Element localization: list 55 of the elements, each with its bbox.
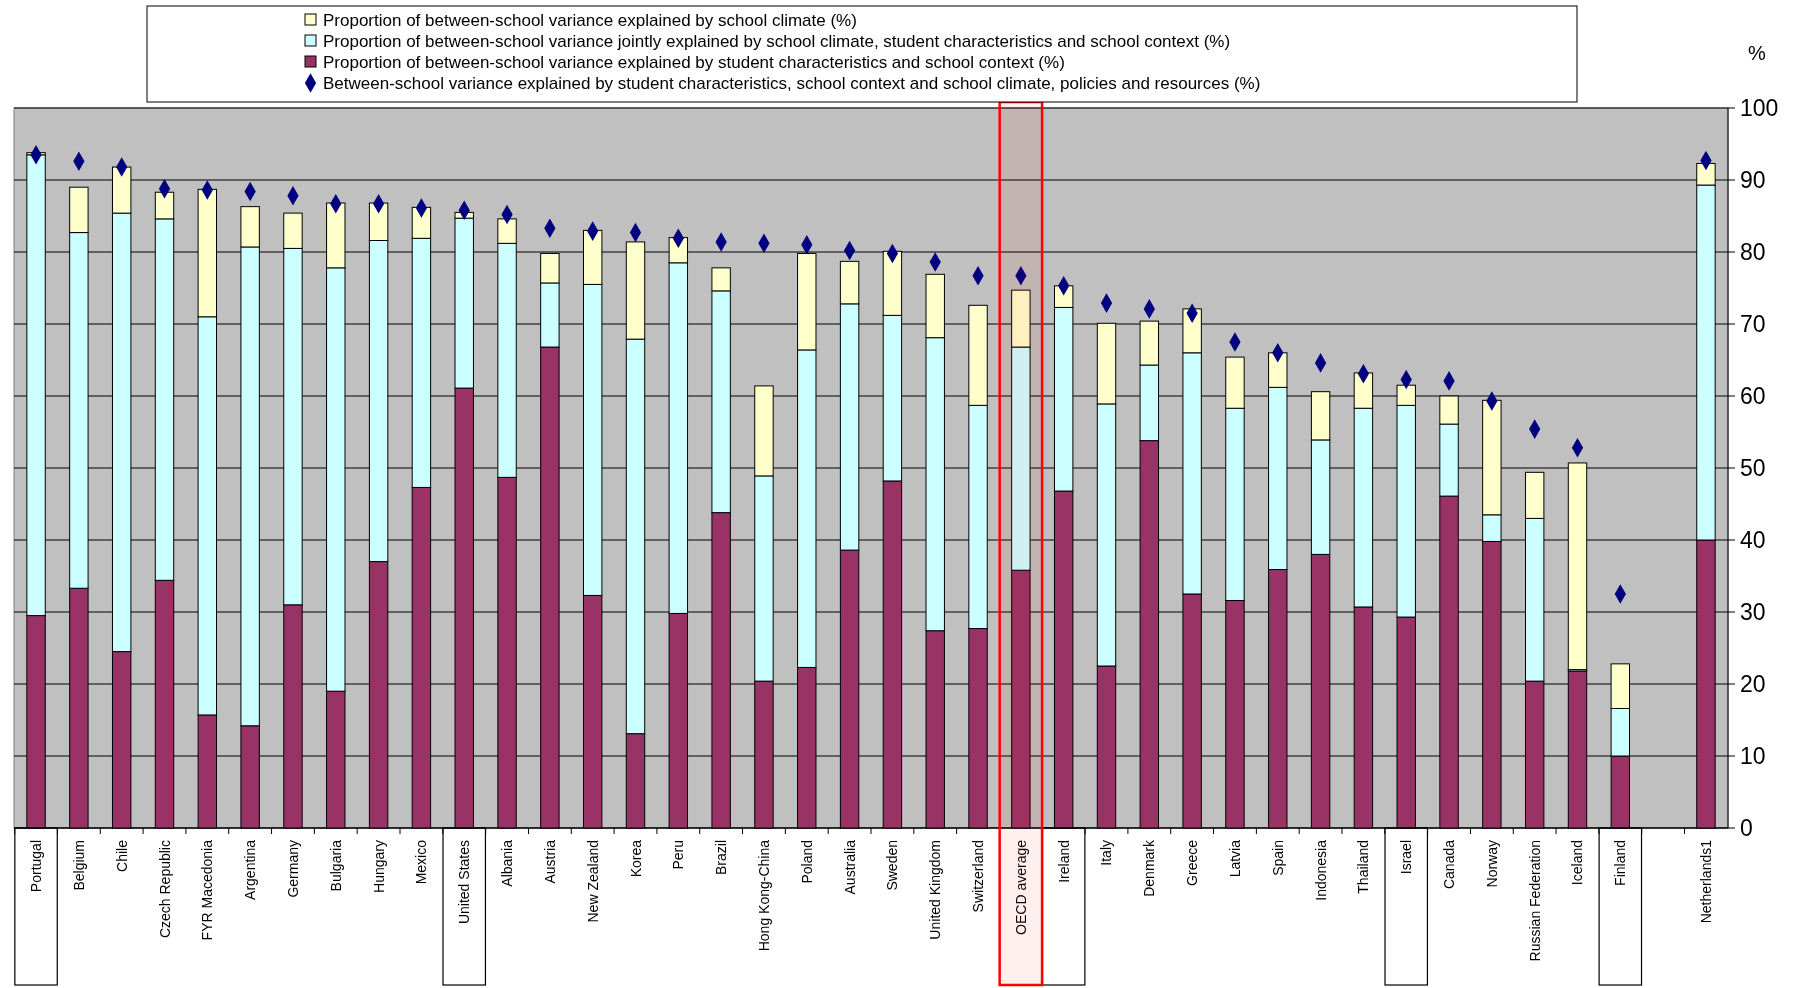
x-tick-label: Sweden [884, 840, 901, 891]
x-tick-label: Netherlands1 [1697, 839, 1714, 924]
x-tick-label: Belgium [70, 840, 87, 891]
x-tick-label: Denmark [1141, 839, 1158, 897]
y-tick-label: 0 [1740, 815, 1753, 842]
x-tick-label: Hong Kong-China [755, 839, 772, 952]
y-axis-title: % [1748, 42, 1766, 64]
x-tick-label: Australia [841, 839, 858, 895]
x-tick-label: Russian Federation [1526, 840, 1543, 962]
x-tick-label: Argentina [242, 839, 259, 900]
x-tick-label: Hungary [370, 840, 387, 893]
x-tick-label: Ireland [1055, 840, 1072, 883]
y-tick-label: 80 [1740, 239, 1766, 266]
y-tick-label: 10 [1740, 743, 1766, 770]
x-tick-label: Portugal [28, 840, 45, 893]
x-tick-label: Canada [1441, 839, 1458, 890]
x-tick-label: Israel [1398, 840, 1415, 875]
x-tick-label: United Kingdom [927, 840, 944, 940]
y-tick-label: 60 [1740, 383, 1766, 410]
x-tick-label: New Zealand [584, 840, 601, 923]
legend-label: Proportion of between-school variance explained by school climate (%) [323, 10, 857, 30]
legend-label: Proportion of between-school variance jointly explained by school climate, student characteristics and school context (%) [323, 31, 1231, 51]
y-tick-label: 70 [1740, 311, 1766, 338]
x-tick-label: Thailand [1355, 840, 1372, 894]
x-tick-label: United States [456, 840, 473, 925]
x-tick-label: Latvia [1226, 839, 1243, 878]
x-tick-label: Finland [1612, 840, 1629, 886]
legend-label: Proportion of between-school variance explained by student characteristics and school context (%) [323, 52, 1065, 72]
x-tick-label: Switzerland [970, 840, 987, 913]
x-tick-label: Czech Republic [156, 840, 173, 939]
x-tick-label: Iceland [1569, 840, 1586, 886]
x-tick-label: Mexico [413, 839, 430, 885]
y-tick-label: 40 [1740, 527, 1766, 554]
x-tick-label: Bulgaria [327, 839, 344, 892]
x-tick-label: Brazil [713, 840, 730, 876]
x-tick-label: Chile [113, 839, 130, 872]
x-tick-label: Greece [1184, 839, 1201, 886]
x-tick-label: OECD average [1012, 839, 1029, 935]
x-tick-label: Norway [1483, 840, 1500, 888]
x-tick-label: Italy [1098, 840, 1115, 866]
x-tick-label: Germany [284, 840, 301, 898]
x-tick-label: Peru [670, 840, 687, 870]
x-tick-label: Korea [627, 839, 644, 878]
x-tick-label: Indonesia [1312, 839, 1329, 901]
x-tick-label: Poland [798, 840, 815, 884]
x-tick-label: Spain [1269, 840, 1286, 876]
x-tick-label: FYR Macedonia [199, 839, 216, 941]
legend-label: Between-school variance explained by student characteristics, school context and school climate, policies and resources (%) [323, 73, 1261, 93]
y-tick-label: 50 [1740, 455, 1766, 482]
x-tick-label: Albania [499, 839, 516, 887]
y-tick-label: 20 [1740, 671, 1766, 698]
y-tick-label: 90 [1740, 167, 1766, 194]
y-tick-label: 100 [1740, 95, 1779, 122]
y-tick-label: 30 [1740, 599, 1766, 626]
x-tick-label: Austria [541, 839, 558, 884]
